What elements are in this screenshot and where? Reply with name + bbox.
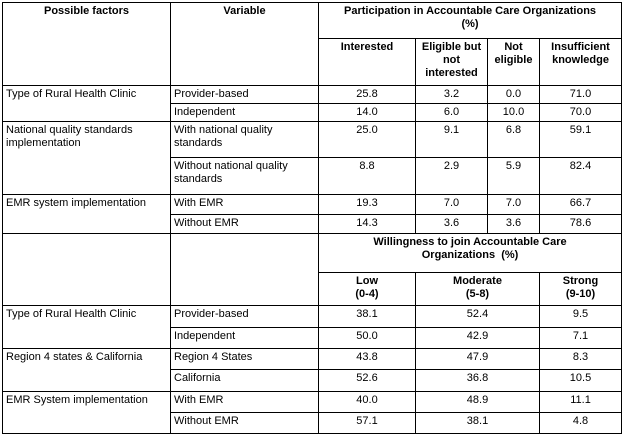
value-cell: 9.1 (415, 121, 488, 158)
value-cell: 43.8 (318, 348, 416, 370)
factor-cell: EMR system implementation (2, 194, 171, 234)
section2-title: Willingness to join Accountable Care Org… (317, 233, 623, 273)
column-header-strong: Strong (9-10) (538, 272, 623, 306)
table-row: California 52.6 36.8 10.5 (3, 369, 623, 392)
value-cell: 52.4 (415, 305, 540, 328)
factor-cell: EMR System implementation (2, 391, 171, 434)
empty-cell (170, 233, 319, 306)
column-header-eligible-not-interested: Eligible but not interested (415, 38, 488, 86)
variable-cell: With national quality standards (170, 121, 319, 158)
table-row: EMR System implementation With EMR 40.0 … (2, 391, 623, 434)
factor-cell: Type of Rural Health Clinic (2, 85, 171, 122)
variable-cell: Region 4 States (170, 348, 319, 370)
value-cell: 14.0 (318, 103, 416, 122)
variable-cell: Without national quality standards (170, 157, 319, 195)
value-cell: 6.0 (415, 103, 488, 122)
value-cell: 7.0 (487, 194, 540, 215)
variable-cell: Provider-based (170, 305, 319, 328)
value-cell: 7.1 (538, 327, 623, 349)
table-row: Region 4 states & California Region 4 St… (2, 348, 623, 392)
value-cell: 36.8 (415, 369, 540, 392)
table-row: National quality standards implementatio… (2, 121, 623, 195)
value-cell: 9.5 (538, 305, 623, 328)
factor-cell: National quality standards implementatio… (2, 121, 171, 195)
value-cell: 10.5 (538, 369, 623, 392)
variable-cell: California (170, 369, 319, 392)
value-cell: 3.6 (415, 214, 488, 234)
value-cell: 25.0 (318, 121, 416, 158)
value-cell: 66.7 (538, 194, 623, 215)
table-row: Without EMR 14.3 3.6 3.6 78.6 (3, 214, 623, 234)
column-header-interested: Interested (318, 38, 416, 86)
value-cell: 10.0 (487, 103, 540, 122)
value-cell: 50.0 (318, 327, 416, 349)
value-cell: 14.3 (318, 214, 416, 234)
value-cell: 4.8 (538, 412, 623, 434)
variable-cell: With EMR (170, 194, 319, 215)
value-cell: 71.0 (538, 85, 623, 104)
value-cell: 8.3 (538, 348, 623, 370)
value-cell: 57.1 (318, 412, 416, 434)
factor-cell: Region 4 states & California (2, 348, 171, 392)
value-cell: 38.1 (415, 412, 540, 434)
value-cell: 70.0 (538, 103, 623, 122)
column-header-not-eligible: Not eligible (487, 38, 540, 86)
value-cell: 19.3 (318, 194, 416, 215)
section2-subheader-row: Low (0-4) Moderate (5-8) Strong (9-10) (3, 272, 623, 306)
empty-cell (2, 233, 171, 306)
value-cell: 59.1 (538, 121, 623, 158)
value-cell: 6.8 (487, 121, 540, 158)
column-header-low: Low (0-4) (318, 272, 416, 306)
section1-title-line1: Participation in Accountable Care Organi… (344, 5, 597, 17)
section2-header-row: Willingness to join Accountable Care Org… (2, 233, 623, 306)
section2-title-line2: Organizations (%) (421, 249, 519, 261)
table-subheader-row: Interested Eligible but not interested N… (3, 38, 623, 86)
section1-title-line2: (%) (461, 18, 479, 30)
value-cell: 2.9 (415, 157, 488, 195)
value-cell: 5.9 (487, 157, 540, 195)
section1-title: Participation in Accountable Care Organi… (317, 2, 623, 39)
variable-cell: Provider-based (170, 85, 319, 104)
value-cell: 47.9 (415, 348, 540, 370)
table-row: EMR system implementation With EMR 19.3 … (2, 194, 623, 234)
value-cell: 48.9 (415, 391, 540, 413)
value-cell: 40.0 (318, 391, 416, 413)
variable-cell: Without EMR (170, 412, 319, 434)
value-cell: 0.0 (487, 85, 540, 104)
value-cell: 42.9 (415, 327, 540, 349)
column-header-insufficient-knowledge: Insufficient knowledge (538, 38, 623, 86)
column-header-moderate: Moderate (5-8) (415, 272, 540, 306)
variable-cell: With EMR (170, 391, 319, 413)
factor-cell: Type of Rural Health Clinic (2, 305, 171, 349)
variable-cell: Without EMR (170, 214, 319, 234)
variable-header: Variable (170, 2, 319, 86)
table-header-row: Possible factors Variable Participation … (2, 2, 623, 86)
variable-cell: Independent (170, 103, 319, 122)
value-cell: 3.2 (415, 85, 488, 104)
variable-cell: Independent (170, 327, 319, 349)
possible-factors-header: Possible factors (2, 2, 171, 86)
value-cell: 38.1 (318, 305, 416, 328)
value-cell: 78.6 (538, 214, 623, 234)
value-cell: 52.6 (318, 369, 416, 392)
value-cell: 8.8 (318, 157, 416, 195)
table-row: Type of Rural Health Clinic Provider-bas… (2, 85, 623, 122)
section2-title-line1: Willingness to join Accountable Care (373, 236, 567, 248)
table-row: Without EMR 57.1 38.1 4.8 (3, 412, 623, 434)
value-cell: 3.6 (487, 214, 540, 234)
value-cell: 82.4 (538, 157, 623, 195)
value-cell: 25.8 (318, 85, 416, 104)
value-cell: 11.1 (538, 391, 623, 413)
table-row: Type of Rural Health Clinic Provider-bas… (2, 305, 623, 349)
value-cell: 7.0 (415, 194, 488, 215)
